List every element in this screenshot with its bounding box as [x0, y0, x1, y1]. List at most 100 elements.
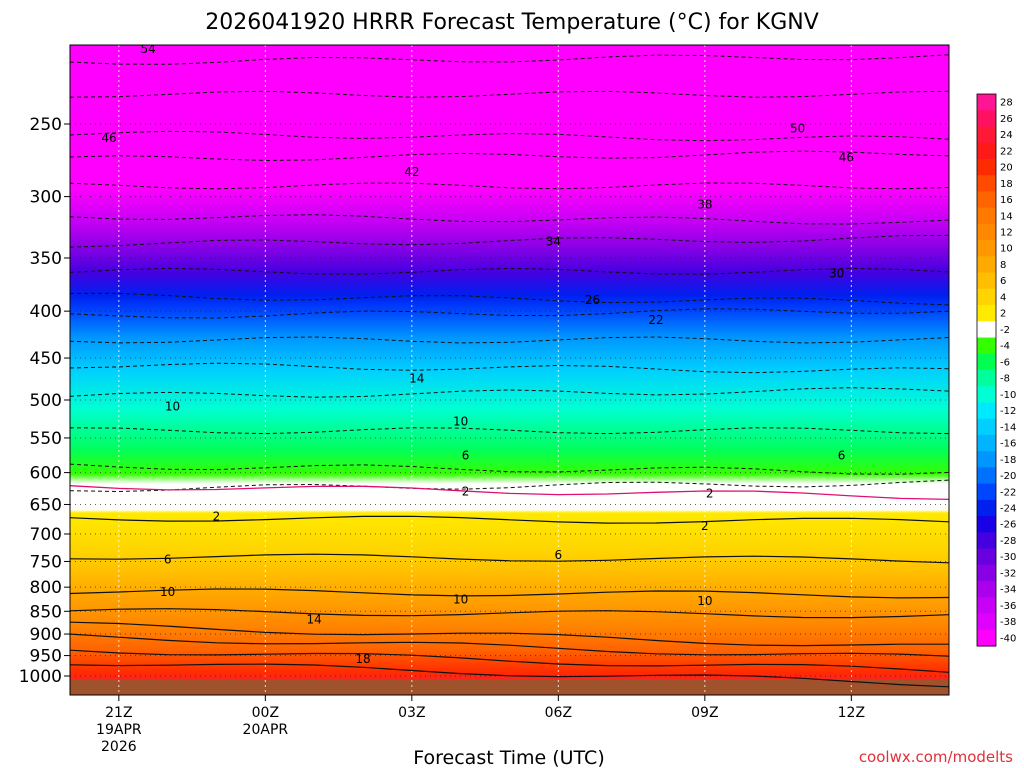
colorbar-tick-label: -26 [1000, 520, 1016, 531]
colorbar-swatch [977, 402, 996, 420]
contour-label: 50 [790, 122, 805, 136]
contour-label: 22 [648, 313, 663, 327]
colorbar-tick-label: 14 [1000, 211, 1013, 222]
colorbar-tick-label: 12 [1000, 228, 1013, 239]
x-tick-label: 19APR [96, 722, 142, 738]
y-tick-label: 400 [30, 302, 62, 322]
contour-label: 6 [462, 449, 470, 463]
x-tick-label: 09Z [691, 705, 718, 721]
contour-label: 10 [165, 399, 180, 413]
colorbar-swatch [977, 548, 996, 566]
contour-line-positive [70, 621, 949, 647]
colorbar-tick-label: 24 [1000, 130, 1013, 141]
colorbar-tick-label: 8 [1000, 260, 1006, 271]
x-tick-label: 2026 [101, 739, 137, 755]
colorbar-swatch [977, 288, 996, 306]
contour-label: 14 [409, 372, 424, 386]
y-tick-label: 700 [30, 525, 62, 545]
y-tick-label: 300 [30, 188, 62, 208]
credit-text: coolwx.com/modelts [859, 748, 1013, 766]
contour-label: 26 [585, 293, 600, 307]
y-tick-label: 800 [30, 578, 62, 598]
colorbar-tick-label: 2 [1000, 309, 1006, 320]
y-tick-label: 250 [30, 115, 62, 135]
y-tick-label: 950 [30, 647, 62, 667]
y-tick-label: 600 [30, 464, 62, 484]
contour-label: 38 [697, 197, 712, 211]
colorbar-tick-label: 26 [1000, 114, 1013, 125]
colorbar-swatch [977, 370, 996, 387]
colorbar-swatch [977, 126, 996, 144]
colorbar-swatch [977, 272, 996, 290]
colorbar-tick-label: -20 [1000, 471, 1016, 482]
contour-line-positive [70, 588, 949, 599]
colorbar-swatch [977, 564, 996, 582]
contour-line-positive [70, 649, 949, 673]
y-tick-label: 750 [30, 552, 62, 572]
colorbar-tick-label: -24 [1000, 504, 1016, 515]
colorbar-swatch [977, 434, 996, 452]
colorbar-tick-label: -34 [1000, 585, 1016, 596]
colorbar-tick-label: -16 [1000, 439, 1016, 450]
colorbar-tick-label: 18 [1000, 179, 1013, 190]
colorbar-swatch [977, 240, 996, 257]
colorbar-tick-label: 28 [1000, 98, 1013, 109]
colorbar-tick-label: 16 [1000, 195, 1013, 206]
colorbar: 28 26 24 22 20 18 16 14 12 10 8 6 4 2 -2 -4 -6 -8 -10 -12 -1… [976, 93, 1016, 647]
contour-label: 2 [213, 510, 221, 524]
colorbar-swatch [977, 256, 996, 274]
contour-label: 30 [829, 267, 844, 281]
contour-line-positive [70, 633, 949, 657]
contour-label: 34 [546, 235, 561, 249]
colorbar-swatch [977, 158, 996, 176]
contour-label: 18 [355, 652, 370, 666]
contour-label: 2 [462, 484, 470, 498]
colorbar-tick-label: 4 [1000, 292, 1006, 303]
colorbar-swatch [977, 386, 996, 404]
plot-frame [69, 44, 950, 696]
ground-strip [70, 679, 949, 695]
colorbar-swatch [977, 451, 996, 469]
colorbar-swatch [977, 94, 996, 111]
colorbar-swatch [977, 532, 996, 550]
contour-line-positive [70, 515, 949, 524]
y-tick-label: 350 [30, 249, 62, 269]
colorbar-tick-label: 6 [1000, 276, 1006, 287]
colorbar-frame [976, 93, 997, 647]
temperature-fill [70, 45, 949, 695]
colorbar-swatch [977, 353, 996, 371]
colorbar-tick-label: -40 [1000, 633, 1016, 644]
x-tick-label: 20APR [243, 722, 289, 738]
colorbar-swatch [977, 629, 996, 647]
y-tick-label: 900 [30, 625, 62, 645]
contour-label: 2 [706, 486, 714, 500]
colorbar-tick-label: -12 [1000, 406, 1016, 417]
colorbar-swatch [977, 581, 996, 598]
contour-line-positive [70, 663, 949, 688]
colorbar-swatch [977, 175, 996, 193]
contour-label: 6 [838, 449, 846, 463]
colorbar-swatch [977, 613, 996, 631]
x-tick-label: 06Z [545, 705, 572, 721]
colorbar-tick-label: -32 [1000, 568, 1016, 579]
contour-line-positive [70, 608, 949, 619]
contour-label: 46 [101, 131, 116, 145]
colorbar-tick-label: -6 [1000, 357, 1010, 368]
colorbar-tick-label: -2 [1000, 325, 1010, 336]
colorbar-swatch [977, 597, 996, 615]
y-tick-label: 650 [30, 495, 62, 515]
colorbar-swatch [977, 467, 996, 485]
colorbar-swatch [977, 483, 996, 501]
colorbar-swatch [977, 337, 996, 355]
x-tick-label: 00Z [252, 705, 279, 721]
contour-label: 2 [701, 519, 709, 533]
colorbar-swatch [977, 207, 996, 225]
colorbar-tick-label: -8 [1000, 374, 1010, 385]
colorbar-tick-label: 22 [1000, 146, 1013, 157]
x-tick-label: 12Z [838, 705, 865, 721]
colorbar-swatch [977, 142, 996, 160]
